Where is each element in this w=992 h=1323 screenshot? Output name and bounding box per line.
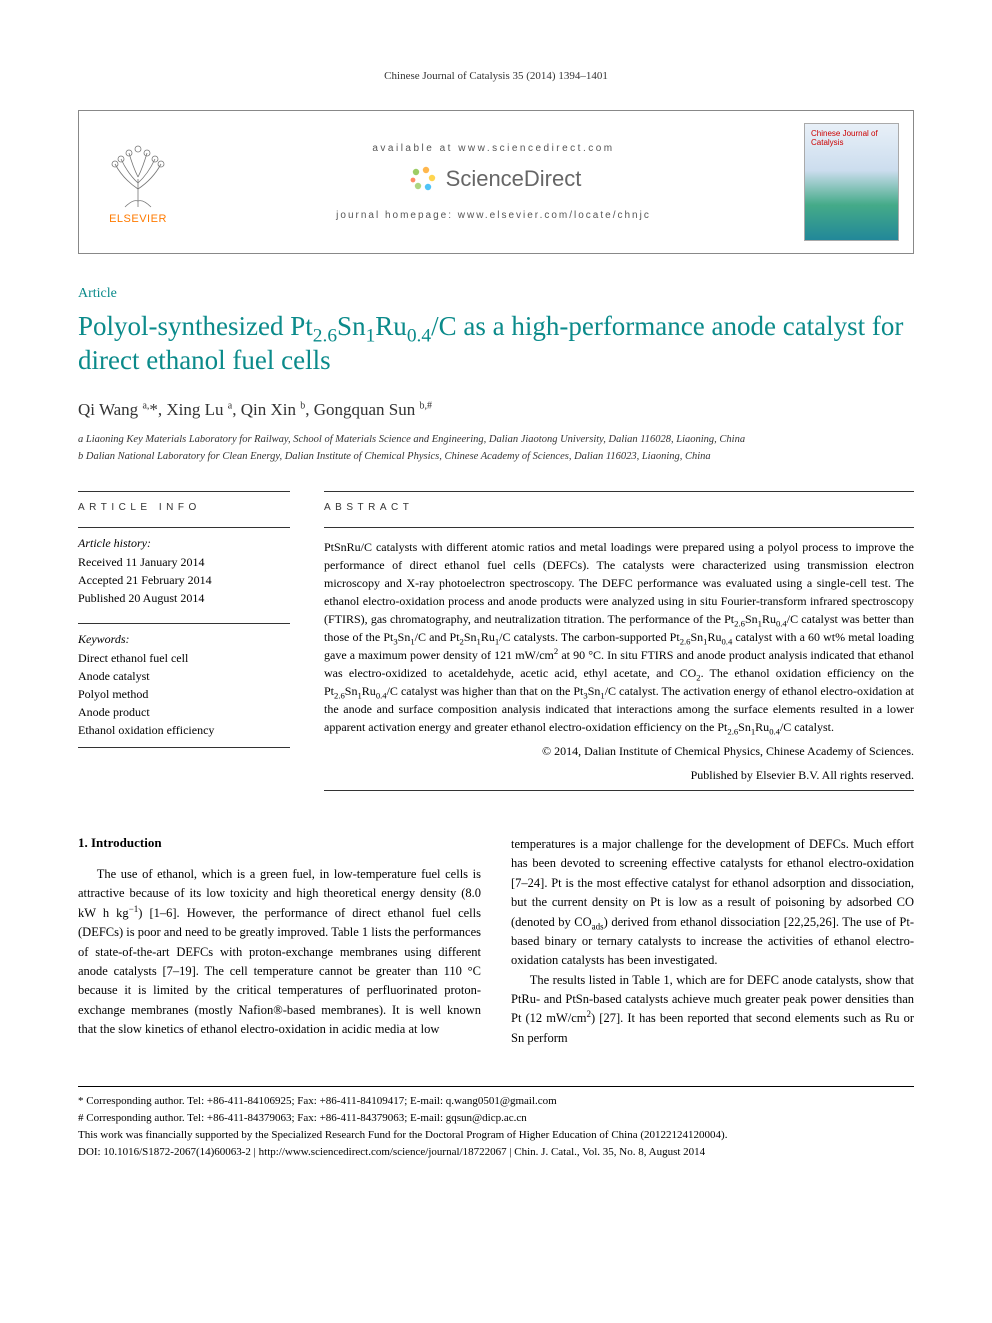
body-columns: 1. Introduction The use of ethanol, whic…	[78, 835, 914, 1048]
affiliation: b Dalian National Laboratory for Clean E…	[78, 449, 914, 465]
footnote-line: # Corresponding author. Tel: +86-411-843…	[78, 1110, 914, 1127]
history-label: Article history:	[78, 536, 290, 551]
body-left-column: 1. Introduction The use of ethanol, whic…	[78, 835, 481, 1048]
section-heading: 1. Introduction	[78, 835, 481, 851]
journal-cover-thumbnail: Chinese Journal of Catalysis	[804, 123, 899, 241]
author-list: Qi Wang a,*, Xing Lu a, Qin Xin b, Gongq…	[78, 400, 914, 420]
footnote-line: This work was financially supported by t…	[78, 1127, 914, 1144]
history-line: Published 20 August 2014	[78, 589, 290, 607]
article-title: Polyol-synthesized Pt2.6Sn1Ru0.4/C as a …	[78, 310, 914, 378]
sciencedirect-logo: ScienceDirect	[406, 162, 582, 196]
available-at-text: available at www.sciencedirect.com	[372, 143, 614, 154]
abstract-bottom-rule	[324, 790, 914, 791]
body-paragraph: The use of ethanol, which is a green fue…	[78, 865, 481, 1039]
abstract-text: PtSnRu/C catalysts with different atomic…	[324, 527, 914, 736]
article-history-block: Article history: Received 11 January 201…	[78, 527, 290, 607]
keyword: Ethanol oxidation efficiency	[78, 721, 290, 739]
cover-title: Chinese Journal of Catalysis	[811, 130, 898, 148]
footnote-line: * Corresponding author. Tel: +86-411-841…	[78, 1093, 914, 1110]
elsevier-logo-block: ELSEVIER	[93, 139, 183, 225]
body-right-column: temperatures is a major challenge for th…	[511, 835, 914, 1048]
footnote-line: DOI: 10.1016/S1872-2067(14)60063-2 | htt…	[78, 1144, 914, 1161]
header-center: available at www.sciencedirect.com Scien…	[195, 143, 792, 221]
body-paragraph: temperatures is a major challenge for th…	[511, 835, 914, 971]
article-type: Article	[78, 286, 914, 302]
footnotes: * Corresponding author. Tel: +86-411-841…	[78, 1086, 914, 1161]
copyright-line: © 2014, Dalian Institute of Chemical Phy…	[324, 742, 914, 760]
sciencedirect-dots-icon	[406, 162, 440, 196]
running-head: Chinese Journal of Catalysis 35 (2014) 1…	[78, 70, 914, 82]
article-info-column: ARTICLE INFO Article history: Received 1…	[78, 491, 290, 791]
body-paragraph: The results listed in Table 1, which are…	[511, 971, 914, 1049]
journal-homepage-text: journal homepage: www.elsevier.com/locat…	[336, 210, 651, 221]
keyword: Direct ethanol fuel cell	[78, 649, 290, 667]
history-line: Accepted 21 February 2014	[78, 571, 290, 589]
article-info-head: ARTICLE INFO	[78, 491, 290, 513]
copyright-line: Published by Elsevier B.V. All rights re…	[324, 766, 914, 784]
keyword: Anode catalyst	[78, 667, 290, 685]
affiliation: a Liaoning Key Materials Laboratory for …	[78, 432, 914, 448]
abstract-head: ABSTRACT	[324, 491, 914, 513]
history-line: Received 11 January 2014	[78, 553, 290, 571]
elsevier-wordmark: ELSEVIER	[109, 213, 167, 225]
elsevier-tree-icon	[103, 139, 173, 209]
keyword: Polyol method	[78, 685, 290, 703]
keyword: Anode product	[78, 703, 290, 721]
keywords-block: Keywords: Direct ethanol fuel cell Anode…	[78, 623, 290, 748]
sciencedirect-wordmark: ScienceDirect	[446, 166, 582, 192]
keywords-label: Keywords:	[78, 632, 290, 647]
journal-header-box: ELSEVIER available at www.sciencedirect.…	[78, 110, 914, 254]
abstract-column: ABSTRACT PtSnRu/C catalysts with differe…	[324, 491, 914, 791]
affiliations: a Liaoning Key Materials Laboratory for …	[78, 432, 914, 466]
